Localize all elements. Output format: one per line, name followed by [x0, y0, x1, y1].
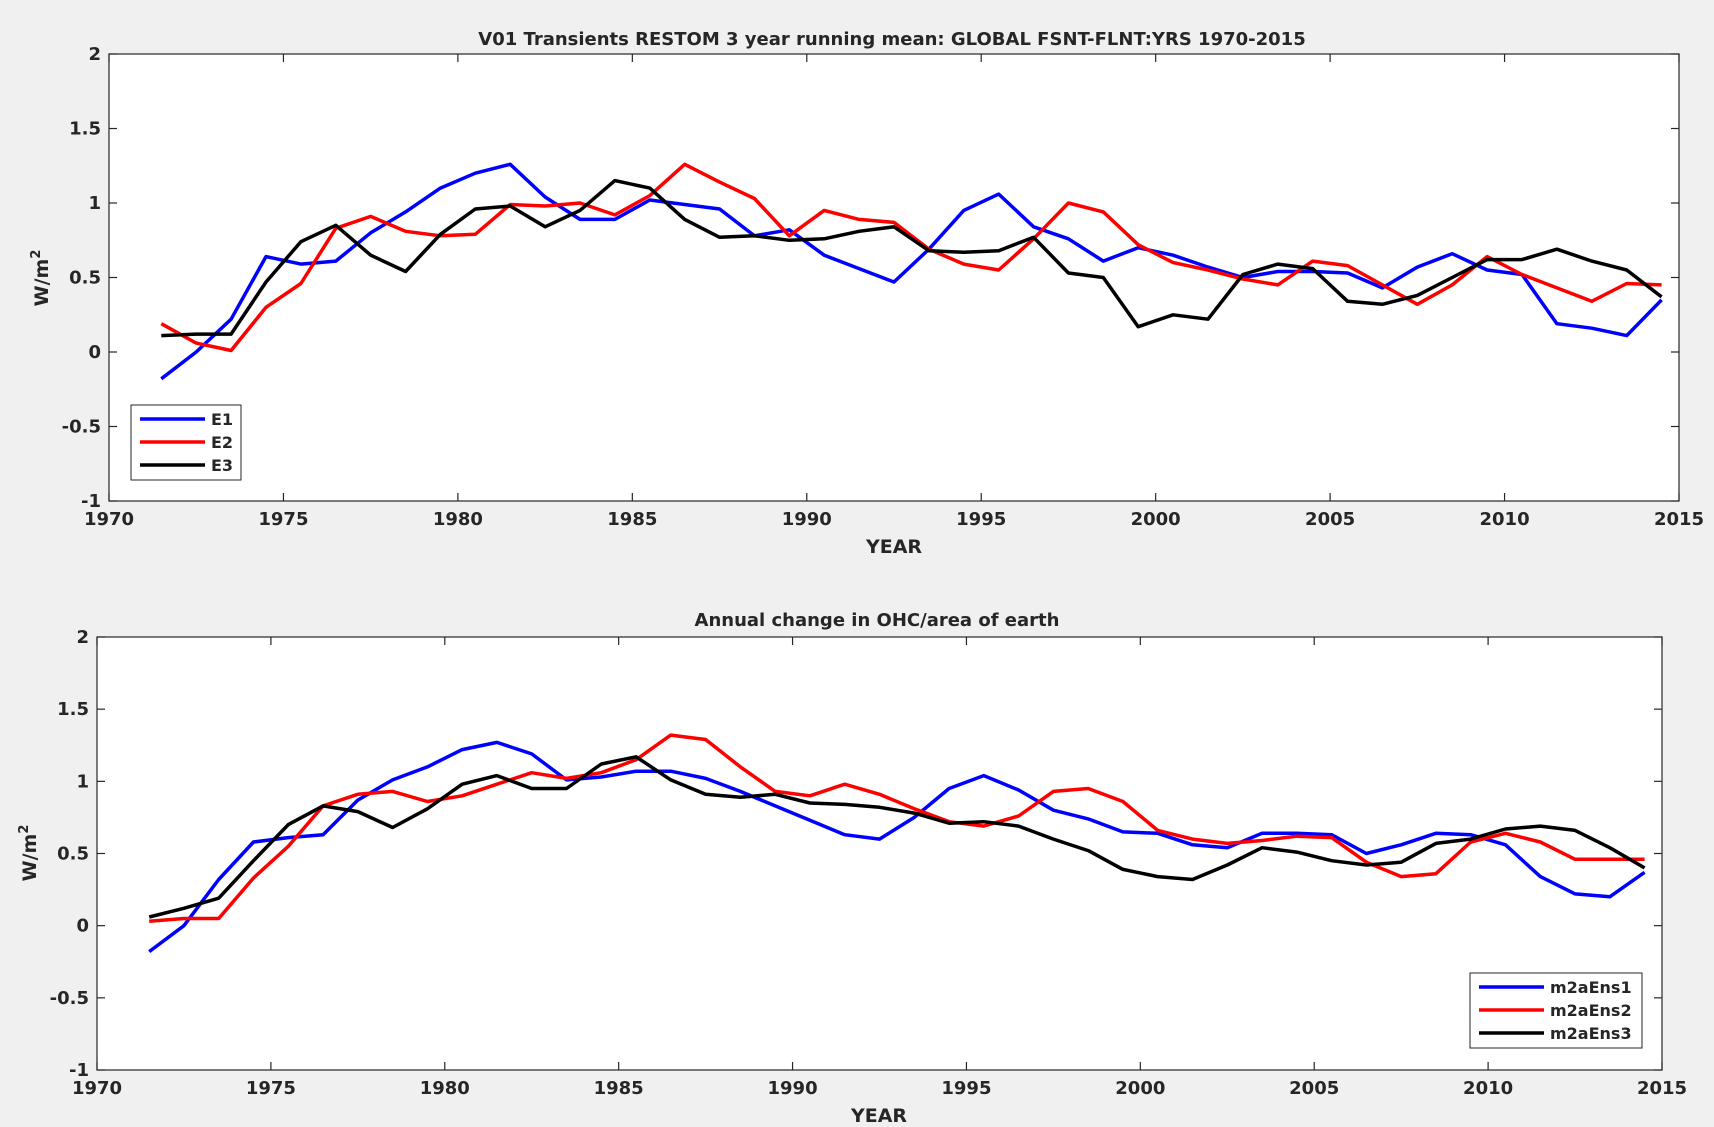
chart-bottom-ticks: 1970 1975 1980 1985 1990 1995 2000 2005 2010 2015… [50, 627, 1687, 1099]
chart-top-x-tick-label: 1970 [84, 509, 134, 530]
chart-bottom-y-axis-label-exponent: 2 [17, 825, 32, 834]
chart-bottom-x-tick-label: 2015 [1637, 1078, 1687, 1099]
chart-top-y-tick-label: 1 [88, 193, 101, 214]
chart-bottom-series [148, 733, 1646, 954]
chart-top-x-tick-label: 2000 [1131, 509, 1181, 530]
chart-bottom-series-line-m2aEns3 [148, 755, 1646, 919]
chart-bottom-x-tick-label: 2005 [1289, 1078, 1339, 1099]
chart-bottom-y-tick-label: 0 [76, 916, 89, 937]
chart-top: V01 Transients RESTOM 3 year running mea… [29, 29, 1704, 558]
chart-bottom-x-tick-label: 1985 [594, 1078, 644, 1099]
chart-bottom-x-tick-label: 1970 [72, 1078, 122, 1099]
chart-top-x-tick-label: 1985 [607, 509, 657, 530]
chart-top-y-tick-label: 2 [88, 44, 101, 65]
chart-top-series-line-E2 [160, 162, 1662, 353]
chart-top-y-tick-label: 0.5 [69, 268, 101, 289]
chart-top-y-axis-label-exponent: 2 [29, 250, 44, 259]
chart-bottom-y-tick-label: -0.5 [50, 988, 89, 1009]
chart-top-x-tick-label: 2015 [1654, 509, 1704, 530]
chart-top-x-tick-label: 1975 [258, 509, 308, 530]
chart-top-legend-label: E2 [211, 433, 233, 452]
chart-top-y-axis-label: W/m2 [29, 250, 53, 307]
chart-bottom-y-tick-label: -1 [69, 1060, 89, 1081]
chart-top-x-axis-label: YEAR [865, 536, 922, 558]
chart-bottom-x-tick-label: 1990 [768, 1078, 818, 1099]
chart-bottom-x-tick-label: 1995 [941, 1078, 991, 1099]
chart-top-y-tick-label: 0 [88, 342, 101, 363]
chart-top-x-tick-label: 2005 [1305, 509, 1355, 530]
chart-bottom-legend-label: m2aEns2 [1550, 1001, 1632, 1020]
chart-bottom-legend-label: m2aEns1 [1550, 978, 1632, 997]
chart-bottom-x-tick-label: 2010 [1463, 1078, 1513, 1099]
chart-bottom: Annual change in OHC/area of earth 1970 1… [17, 610, 1687, 1127]
chart-bottom-x-tick-label: 2000 [1115, 1078, 1165, 1099]
chart-bottom-series-line-m2aEns2 [149, 733, 1645, 924]
chart-top-x-tick-label: 2010 [1480, 509, 1530, 530]
chart-bottom-plot-area [96, 636, 1663, 1071]
chart-top-plot-area [108, 53, 1680, 502]
chart-top-ticks: 1970 1975 1980 1985 1990 1995 2000 2005 2010 2015… [62, 44, 1704, 530]
chart-bottom-x-tick-label: 1975 [246, 1078, 296, 1099]
chart-bottom-x-tick-label: 1980 [420, 1078, 470, 1099]
chart-top-legend-label: E3 [211, 456, 233, 475]
chart-top-y-tick-label: 1.5 [69, 119, 101, 140]
chart-bottom-title: Annual change in OHC/area of earth [695, 610, 1060, 631]
chart-top-y-tick-label: -0.5 [62, 417, 101, 438]
chart-top-title: V01 Transients RESTOM 3 year running mea… [478, 29, 1305, 50]
chart-top-x-tick-label: 1995 [956, 509, 1006, 530]
chart-top-series-line-E3 [161, 178, 1663, 338]
chart-top-x-tick-label: 1990 [782, 509, 832, 530]
chart-bottom-y-tick-label: 2 [76, 627, 89, 648]
chart-bottom-x-axis-label: YEAR [850, 1105, 907, 1127]
chart-top-y-tick-label: -1 [81, 491, 101, 512]
chart-bottom-y-tick-label: 1.5 [57, 699, 89, 720]
chart-bottom-legend-label: m2aEns3 [1550, 1024, 1632, 1043]
chart-top-y-axis-label-base: W/m [31, 259, 53, 307]
chart-bottom-y-axis-label: W/m2 [17, 825, 41, 882]
chart-top-x-tick-label: 1980 [433, 509, 483, 530]
chart-top-legend-label: E1 [211, 410, 233, 429]
chart-bottom-series-line-m2aEns1 [148, 740, 1646, 954]
chart-bottom-y-tick-label: 0.5 [57, 844, 89, 865]
chart-bottom-y-axis-label-base: W/m [19, 834, 41, 882]
chart-bottom-legend: m2aEns1 m2aEns2 m2aEns3 [1469, 972, 1643, 1049]
chart-top-series-line-E1 [160, 162, 1663, 381]
chart-bottom-y-tick-label: 1 [76, 771, 89, 792]
chart-top-series [160, 162, 1663, 381]
chart-top-legend: E1 E2 E3 [130, 404, 242, 481]
